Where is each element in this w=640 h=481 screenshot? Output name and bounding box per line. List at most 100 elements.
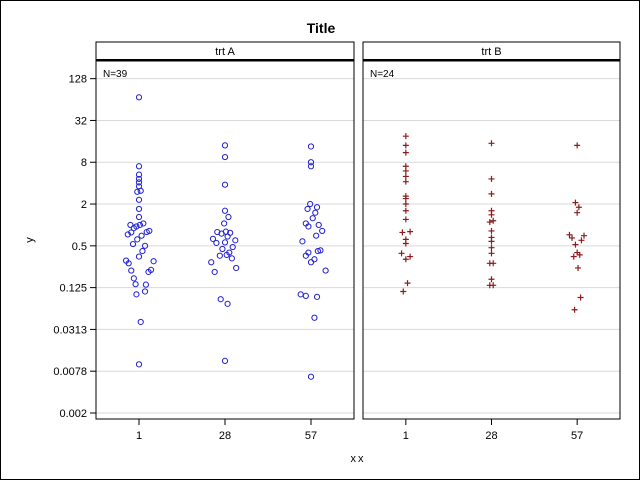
data-point (129, 240, 137, 248)
data-point (307, 259, 315, 266)
data-point (140, 220, 147, 227)
data-point (233, 264, 240, 272)
data-point (488, 190, 495, 197)
data-point (138, 232, 145, 239)
data-point (399, 229, 406, 236)
data-point (135, 179, 143, 186)
data-point (137, 318, 144, 326)
data-point (229, 243, 236, 251)
data-point (134, 188, 141, 195)
data-point (135, 171, 143, 178)
data-point (571, 306, 578, 313)
y-tick-label: 8 (81, 157, 87, 169)
data-point (488, 250, 495, 257)
panel-trt-b: trt B N=24 1 28 57 (362, 41, 621, 442)
data-point (221, 153, 229, 161)
data-point (221, 239, 229, 246)
data-point (124, 231, 131, 238)
data-point (135, 253, 143, 260)
y-tick-label: 0.0313 (53, 324, 87, 336)
data-point (214, 228, 221, 236)
data-point (221, 181, 229, 188)
data-point (311, 314, 318, 321)
data-point (125, 260, 132, 267)
data-point (578, 237, 585, 244)
data-point (407, 253, 414, 260)
data-point (402, 207, 409, 214)
data-point (488, 276, 495, 283)
data-point (213, 239, 220, 247)
data-point (150, 258, 157, 265)
y-tick-label: 2 (81, 199, 87, 211)
data-point (135, 94, 143, 101)
y-tick-label: 0.002 (59, 408, 87, 420)
data-point (307, 163, 315, 170)
data-point (402, 173, 409, 180)
data-point (402, 236, 409, 243)
data-point (566, 231, 573, 238)
data-point (313, 293, 321, 300)
y-tick-label: 32 (75, 115, 87, 127)
data-point (221, 142, 229, 149)
data-point (488, 207, 495, 214)
data-point (297, 291, 304, 298)
data-point (216, 252, 223, 259)
data-point (317, 247, 324, 254)
data-point (398, 250, 405, 257)
data-point (402, 133, 409, 140)
data-point (302, 292, 309, 299)
panel-n-label: N=39 (103, 69, 128, 80)
data-point (490, 282, 497, 289)
data-point (305, 249, 312, 256)
data-point (575, 204, 582, 211)
data-point (322, 267, 329, 274)
data-point (490, 217, 497, 224)
data-point (147, 266, 155, 273)
data-point (133, 223, 140, 230)
data-point (211, 268, 218, 276)
data-point (221, 207, 229, 214)
data-point (307, 373, 315, 380)
data-point (488, 175, 495, 182)
data-point (581, 232, 588, 239)
data-point (135, 205, 143, 213)
data-point (130, 275, 137, 282)
data-point (299, 238, 306, 245)
data-point (315, 221, 322, 229)
y-tick-label: 0.5 (72, 241, 87, 253)
data-point (311, 256, 318, 263)
data-point (488, 227, 495, 234)
data-point (402, 178, 409, 185)
data-point (313, 204, 321, 211)
data-point (402, 193, 409, 200)
data-point (135, 196, 143, 203)
data-point (146, 227, 153, 235)
panel-trt-a: trt A N=39 1 28 57 (95, 41, 355, 442)
data-point (307, 143, 315, 150)
x-tick-label: 57 (305, 430, 317, 442)
data-point (133, 291, 140, 298)
data-point (219, 245, 226, 253)
data-point (307, 200, 314, 208)
data-point (304, 205, 311, 213)
data-point (135, 183, 143, 190)
data-point (135, 175, 143, 183)
x-axis-label: xx (351, 453, 366, 465)
data-point (221, 220, 228, 227)
data-point (402, 201, 409, 208)
data-point (128, 267, 135, 274)
data-point (402, 149, 409, 156)
x-tick-label: 1 (136, 430, 142, 442)
data-point (208, 259, 215, 266)
data-point (139, 247, 146, 255)
data-point (309, 215, 316, 222)
data-point (402, 216, 409, 223)
data-point (224, 300, 231, 307)
data-point (222, 228, 229, 235)
y-tick-label: 128 (69, 74, 87, 86)
data-point (313, 232, 320, 239)
data-point (486, 219, 493, 226)
data-point (402, 142, 409, 149)
data-point (574, 209, 581, 216)
